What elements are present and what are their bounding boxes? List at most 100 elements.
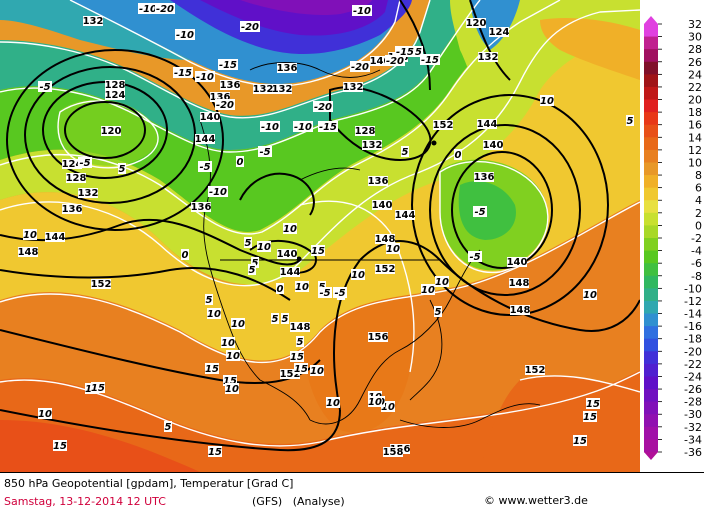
geopotential-label-bg xyxy=(507,257,527,267)
geopotential-label: 120 xyxy=(466,18,487,29)
legend-tick-label: 14 xyxy=(688,131,702,144)
geopotential-label-bg xyxy=(395,210,415,220)
temperature-label-bg xyxy=(218,59,238,70)
geopotential-label: 148 xyxy=(375,234,396,245)
legend-tick-label: -20 xyxy=(684,345,702,358)
temperature-label-bg xyxy=(173,67,193,78)
legend-swatch xyxy=(644,200,658,214)
legend-swatch xyxy=(644,175,658,189)
legend-tick-label: -12 xyxy=(684,295,702,308)
temperature-label: -15 xyxy=(174,68,192,79)
geopotential-labels: 1321281241201241281321361441481361401441… xyxy=(18,16,545,458)
legend-swatch xyxy=(644,49,658,63)
temperature-label: -5 xyxy=(199,162,210,173)
credit[interactable]: © www.wetter3.de xyxy=(484,494,588,507)
legend-swatch xyxy=(644,61,658,75)
geopotential-label-bg xyxy=(91,279,111,289)
legend-tick-label: -8 xyxy=(691,270,702,283)
temperature-label-bg xyxy=(583,411,597,422)
temperature-label-bg xyxy=(586,398,600,409)
legend-tick-label: -30 xyxy=(684,408,702,421)
geopotential-label-bg xyxy=(477,119,497,129)
legend-swatch xyxy=(644,225,658,239)
legend-swatch xyxy=(644,326,658,340)
temperature-label: -15 xyxy=(319,122,337,133)
geopotential-label: 132 xyxy=(253,84,274,95)
legend-tick-label: 0 xyxy=(695,219,702,232)
temperature-label: -10 xyxy=(176,30,194,41)
temperature-label: 10 xyxy=(386,244,400,255)
temperature-label: 0 xyxy=(455,150,462,161)
legend-tick-label: 24 xyxy=(688,68,702,81)
geopotential-label: 124 xyxy=(62,159,83,170)
temperature-label: -5 xyxy=(79,158,90,169)
temperature-label-bg xyxy=(368,396,382,407)
geopotential-label: 144 xyxy=(45,232,66,243)
legend-swatch xyxy=(644,99,658,113)
temperature-label-bg xyxy=(260,121,280,132)
map-title: 850 hPa Geopotential [gpdam], Temperatur… xyxy=(4,477,294,490)
temperature-label-bg xyxy=(313,101,333,112)
legend-tick-label: -32 xyxy=(684,421,702,434)
low-center-marker xyxy=(431,140,437,146)
geopotential-label: 140 xyxy=(372,200,393,211)
temperature-label: 10 xyxy=(583,290,597,301)
temperature-label-bg xyxy=(385,55,405,66)
temperature-label-bg xyxy=(290,351,304,362)
credit-link[interactable]: www.wetter3.de xyxy=(498,494,588,507)
geopotential-label: 132 xyxy=(272,84,293,95)
temperature-label-bg xyxy=(53,440,67,451)
temperature-label-bg xyxy=(318,281,326,292)
geopotential-label-bg xyxy=(195,134,215,144)
geopotential-label: 140 xyxy=(200,112,221,123)
legend-tick-label: 32 xyxy=(688,18,702,31)
temperature-label: 10 xyxy=(283,224,297,235)
geopotential-label-bg xyxy=(191,202,211,212)
temperature-label-bg xyxy=(395,46,415,57)
temperature-label-bg xyxy=(258,146,272,157)
temperature-label-bg xyxy=(226,350,240,361)
legend-swatch xyxy=(644,401,658,415)
geopotential-label-bg xyxy=(372,200,392,210)
legend-tick-label: 26 xyxy=(688,56,702,69)
legend-tick-label: -16 xyxy=(684,320,702,333)
legend-swatch xyxy=(644,288,658,302)
geopotential-label: 148 xyxy=(290,322,311,333)
geopotential-label-bg xyxy=(525,365,545,375)
geopotential-label-bg xyxy=(105,90,125,100)
geopotential-label: 144 xyxy=(477,119,498,130)
temperature-label-bg xyxy=(294,363,308,374)
geopotential-label-bg xyxy=(45,232,65,242)
geopotential-label-bg xyxy=(509,278,529,288)
temperature-label-bg xyxy=(248,264,256,275)
geopotential-label: 136 xyxy=(220,80,241,91)
legend-swatch xyxy=(644,250,658,264)
legend-swatch xyxy=(644,36,658,50)
legend-swatch xyxy=(644,238,658,252)
legend-swatch xyxy=(644,24,658,38)
geopotential-label: 124 xyxy=(105,90,126,101)
temperature-label-bg xyxy=(207,308,221,319)
temperature-label: 10 xyxy=(38,409,52,420)
temperature-label: -20 xyxy=(241,22,259,33)
legend-swatch xyxy=(644,137,658,151)
geopotential-label-bg xyxy=(355,126,375,136)
temperature-label-bg xyxy=(205,294,213,305)
temperature-label: -20 xyxy=(314,102,332,113)
temperature-label-bg xyxy=(175,29,195,40)
geopotential-label: 144 xyxy=(395,210,416,221)
geopotential-label-bg xyxy=(66,173,86,183)
legend-tick-label: -28 xyxy=(684,396,702,409)
temperature-label: 5 xyxy=(272,314,279,325)
temperature-label: 0 xyxy=(237,157,244,168)
temperature-label: 5 xyxy=(165,422,172,433)
temperature-label: 5 xyxy=(627,116,634,127)
temperature-label-bg xyxy=(257,241,271,252)
temperature-label: 5 xyxy=(297,337,304,348)
legend-swatch xyxy=(644,338,658,352)
legend-tick-label: -2 xyxy=(691,232,702,245)
temperature-label-bg xyxy=(281,313,289,324)
temperature-label: 15 xyxy=(583,412,597,423)
temperature-label: 10 xyxy=(295,282,309,293)
geopotential-label-bg xyxy=(62,204,82,214)
